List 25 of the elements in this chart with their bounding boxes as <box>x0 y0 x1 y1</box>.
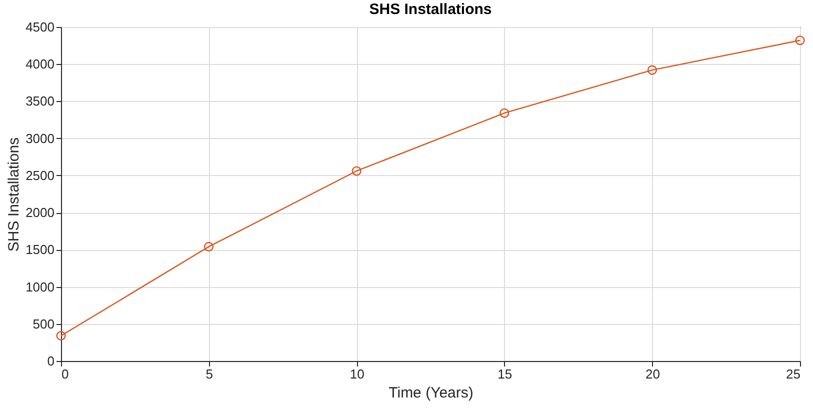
y-tick-label: 500 <box>32 316 54 332</box>
y-tick-label: 2000 <box>26 205 54 220</box>
x-tick-label: 0 <box>62 366 69 382</box>
y-tick-label: 1000 <box>26 279 54 294</box>
x-tick-label: 10 <box>350 366 364 382</box>
point <box>204 242 214 252</box>
point <box>795 36 805 46</box>
y-axis-title: SHS Installations <box>6 137 23 252</box>
y-tick-label: 1500 <box>26 242 54 258</box>
y-tick-label: 2500 <box>26 168 54 183</box>
x-axis-title: Time (Years) <box>388 384 474 402</box>
x-tick-label: 20 <box>645 366 660 382</box>
y-tick-label: 3500 <box>26 94 54 109</box>
chart-title: SHS Installations <box>369 1 492 18</box>
y-tick-label: 3000 <box>26 130 54 146</box>
y-tick-label: 0 <box>47 354 54 368</box>
x-tick-label: 5 <box>206 366 213 382</box>
x-tick-label: 25 <box>786 366 800 382</box>
point <box>352 166 362 176</box>
y-tick-label: 4500 <box>26 20 54 34</box>
y-tick-label: 4000 <box>26 56 54 72</box>
point <box>647 65 657 75</box>
x-tick-label: 15 <box>498 366 512 382</box>
point <box>500 108 510 118</box>
point <box>56 330 66 341</box>
